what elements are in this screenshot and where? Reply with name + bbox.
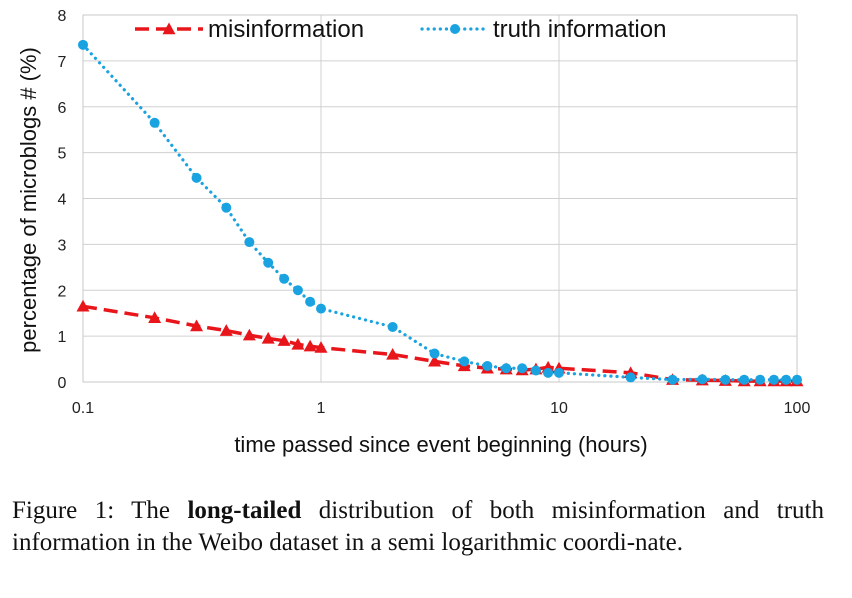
- y-tick-label: 4: [58, 192, 67, 209]
- truth-information-point: [697, 374, 708, 385]
- series-line-misinformation: [82, 304, 797, 383]
- series-line-truth-information: [81, 43, 799, 382]
- misinformation-point: [76, 299, 90, 312]
- truth-information-point: [244, 237, 255, 248]
- truth-information-point: [459, 356, 470, 367]
- misinformation-point: [190, 319, 204, 332]
- x-tick-label: 10: [550, 400, 568, 417]
- y-axis-label: percentage of microblogs # (%): [16, 47, 41, 353]
- caption-suffix: distribution of both misinformation and …: [12, 497, 824, 556]
- truth-information-point: [78, 39, 88, 50]
- misinformation-point: [386, 347, 400, 360]
- y-tick-label: 5: [58, 146, 67, 163]
- x-tick-labels: 0.1 1 10 100: [72, 400, 811, 417]
- misinformation-point: [303, 339, 317, 352]
- truth-information-point: [792, 374, 802, 385]
- legend-label: truth information: [493, 16, 666, 43]
- x-tick-label: 0.1: [72, 400, 94, 417]
- truth-information-point: [221, 202, 232, 213]
- y-tick-label: 1: [58, 329, 67, 346]
- y-tick-label: 2: [58, 283, 67, 300]
- truth-information-point: [292, 285, 303, 296]
- truth-information-point: [517, 363, 528, 374]
- legend-marker: [162, 22, 176, 35]
- truth-information-point: [625, 372, 636, 383]
- truth-information-point: [263, 257, 274, 268]
- legend: misinformation truth information: [135, 16, 666, 43]
- series-lines: [81, 43, 799, 383]
- truth-information-point: [482, 360, 493, 371]
- truth-information-point: [501, 363, 512, 374]
- grid: [82, 14, 798, 383]
- x-tick-label: 1: [317, 400, 326, 417]
- misinformation-point: [219, 324, 233, 336]
- series-markers: [76, 39, 804, 387]
- truth-information-point: [667, 374, 678, 385]
- x-tick-label: 100: [784, 400, 811, 417]
- truth-information-point: [543, 367, 554, 378]
- truth-information-point: [739, 374, 750, 385]
- truth-information-point: [720, 374, 731, 385]
- misinformation-point: [277, 334, 291, 346]
- truth-information-point: [387, 321, 398, 332]
- truth-information-point: [316, 303, 326, 314]
- truth-information-point: [191, 172, 202, 183]
- misinformation-point: [314, 341, 328, 353]
- misinformation-point: [242, 328, 256, 341]
- y-tick-label: 0: [58, 375, 67, 392]
- y-tick-labels: 0 1 2 3 4 5 6 7 8: [58, 8, 67, 392]
- truth-information-point: [554, 367, 564, 378]
- line-chart: 0 1 2 3 4 5 6 7 8 0.1 1 10 100 percentage of microb…: [16, 8, 811, 457]
- x-axis-label: time passed since event beginning (hours…: [234, 432, 647, 457]
- truth-information-point: [781, 374, 792, 385]
- figure-caption: Figure 1: The long-tailed distribution o…: [12, 495, 824, 559]
- truth-information-point: [279, 273, 290, 284]
- misinformation-point: [261, 331, 275, 344]
- caption-bold: long-tailed: [187, 497, 302, 524]
- plot-border: [82, 14, 798, 383]
- y-tick-label: 7: [58, 54, 67, 71]
- y-tick-label: 3: [58, 237, 67, 254]
- legend-marker: [450, 24, 460, 34]
- misinformation-point: [428, 354, 442, 367]
- misinformation-point: [291, 337, 305, 350]
- truth-information-point: [530, 365, 541, 376]
- truth-information-point: [755, 374, 766, 385]
- truth-information-point: [305, 296, 316, 307]
- truth-information-point: [149, 117, 160, 128]
- misinformation-point: [148, 311, 162, 323]
- legend-label: misinformation: [208, 16, 364, 43]
- truth-information-point: [429, 348, 440, 359]
- y-tick-label: 6: [58, 100, 67, 117]
- y-tick-label: 8: [58, 8, 67, 25]
- truth-information-point: [768, 374, 779, 385]
- caption-prefix: Figure 1: The: [12, 497, 188, 524]
